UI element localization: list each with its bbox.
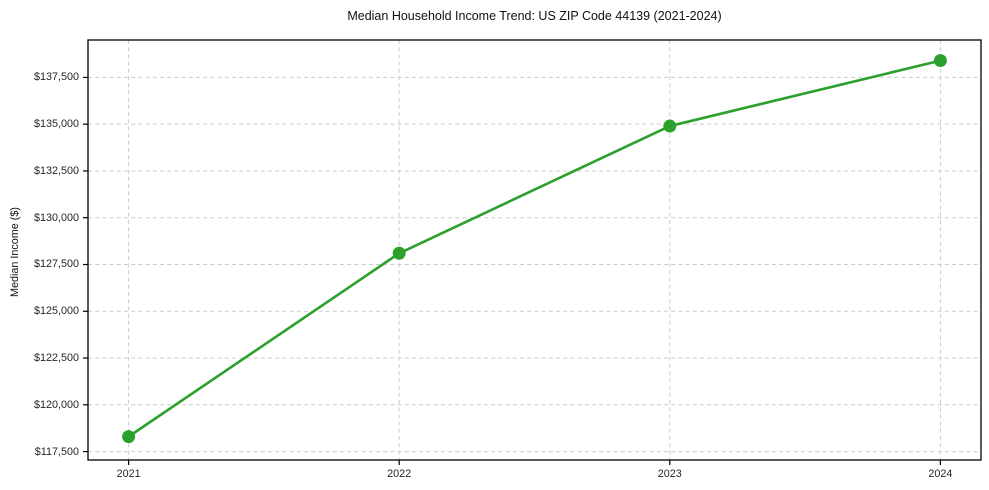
axes-frame (87, 39, 982, 461)
y-tick-label: $127,500 (33, 258, 79, 271)
y-tick-label: $117,500 (34, 445, 79, 458)
y-tick-label: $125,000 (33, 305, 79, 318)
y-tick-label: $120,000 (33, 398, 79, 411)
y-tick-label: $137,500 (33, 71, 79, 84)
data-line (127, 59, 942, 438)
y-tick-label: $132,500 (33, 164, 79, 177)
data-point (933, 54, 947, 68)
x-tick-label: 2024 (928, 468, 953, 480)
chart-title: Median Household Income Trend: US ZIP Co… (347, 9, 722, 23)
x-tick-label: 2023 (657, 468, 682, 480)
data-point (122, 430, 136, 444)
x-tick-label: 2021 (116, 468, 141, 480)
y-tick-label: $122,500 (33, 352, 79, 365)
data-point (392, 246, 406, 260)
x-tick-label: 2022 (387, 468, 412, 480)
y-tick-label: $130,000 (33, 211, 79, 224)
y-tick-label: $135,000 (33, 118, 79, 131)
data-point (663, 119, 677, 133)
